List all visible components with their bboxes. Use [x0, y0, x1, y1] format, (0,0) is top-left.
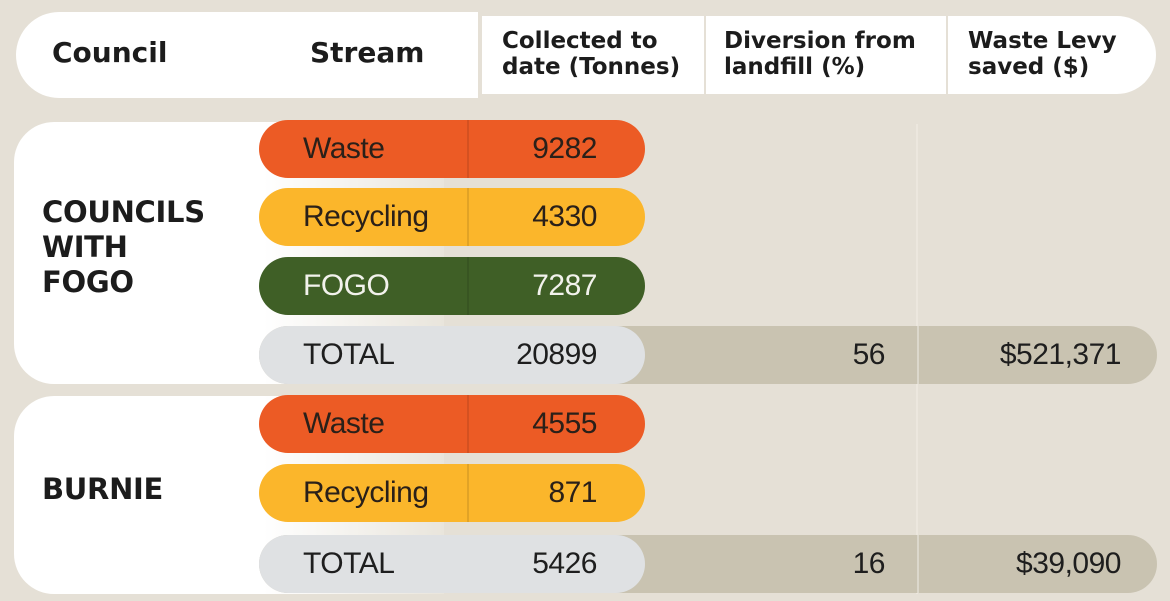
cell-divider: [467, 395, 469, 453]
row-total: TOTAL 5426 16 $39,090: [259, 535, 1157, 593]
collected-value: 7287: [532, 269, 597, 302]
header-diversion-line2: landfill (%): [724, 54, 866, 80]
row-recycling: Recycling 871: [259, 464, 645, 522]
cell-divider: [917, 326, 919, 384]
group-label-line: BURNIE: [42, 472, 164, 506]
group-label-burnie: BURNIE: [42, 472, 163, 507]
total-pill: [259, 535, 645, 593]
cell-divider: [467, 188, 469, 246]
header-bar-right: [482, 16, 1156, 94]
header-collected: Collected to date (Tonnes): [502, 28, 680, 80]
row-waste: Waste 4555: [259, 395, 645, 453]
group-label-councils-with-fogo: COUNCILS WITH FOGO: [42, 195, 205, 300]
header-diversion-line1: Diversion from: [724, 28, 916, 54]
collected-value: 9282: [532, 132, 597, 165]
header-levy: Waste Levy saved ($): [968, 28, 1117, 80]
diversion-value: 56: [852, 338, 886, 371]
cell-divider: [917, 535, 919, 593]
header-bar-left: [16, 12, 478, 98]
stream-label: Recycling: [303, 476, 429, 509]
header-collected-line1: Collected to: [502, 28, 658, 54]
collected-value: 4330: [532, 200, 597, 233]
levy-value: $39,090: [1016, 547, 1121, 580]
levy-value: $521,371: [999, 338, 1122, 371]
header-divider: [704, 16, 706, 94]
row-fogo: FOGO 7287: [259, 257, 645, 315]
header-diversion: Diversion from landfill (%): [724, 28, 916, 80]
stream-label: Recycling: [303, 200, 429, 233]
row-total: TOTAL 20899 56 $521,371: [259, 326, 1157, 384]
group-label-line: WITH: [42, 230, 128, 264]
header-collected-line2: date (Tonnes): [502, 54, 681, 80]
stream-label: FOGO: [303, 269, 390, 302]
group-label-line: COUNCILS: [42, 195, 205, 229]
stream-label: Waste: [303, 132, 385, 165]
header-divider: [946, 16, 948, 94]
cell-divider: [467, 257, 469, 315]
header-stream: Stream: [310, 36, 425, 69]
total-pill: [259, 326, 645, 384]
collected-value: 20899: [516, 338, 597, 371]
row-recycling: Recycling 4330: [259, 188, 645, 246]
header-levy-line1: Waste Levy: [968, 28, 1117, 54]
stream-label: TOTAL: [303, 547, 395, 580]
stream-label: Waste: [303, 407, 385, 440]
collected-value: 871: [548, 476, 597, 509]
cell-divider: [467, 464, 469, 522]
collected-value: 4555: [532, 407, 597, 440]
diversion-value: 16: [852, 547, 886, 580]
group-label-line: FOGO: [42, 265, 134, 299]
row-waste: Waste 9282: [259, 120, 645, 178]
stream-label: TOTAL: [303, 338, 395, 371]
collected-value: 5426: [532, 547, 597, 580]
header-council: Council: [52, 36, 168, 69]
cell-divider: [467, 120, 469, 178]
header-levy-line2: saved ($): [968, 54, 1090, 80]
